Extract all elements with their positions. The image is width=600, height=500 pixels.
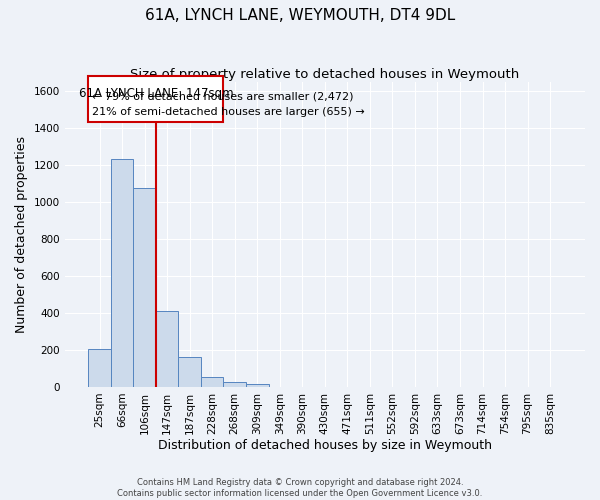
Title: Size of property relative to detached houses in Weymouth: Size of property relative to detached ho… [130,68,520,80]
Bar [133,188,156,387]
Text: ← 79% of detached houses are smaller (2,472): ← 79% of detached houses are smaller (2,… [92,92,353,102]
X-axis label: Distribution of detached houses by size in Weymouth: Distribution of detached houses by size … [158,440,492,452]
Bar [246,384,269,387]
Bar [111,160,133,387]
Y-axis label: Number of detached properties: Number of detached properties [15,136,28,333]
Bar [178,358,201,387]
Bar [156,311,178,387]
Bar [88,349,111,387]
Text: Contains HM Land Registry data © Crown copyright and database right 2024.
Contai: Contains HM Land Registry data © Crown c… [118,478,482,498]
FancyBboxPatch shape [88,76,223,122]
Text: 21% of semi-detached houses are larger (655) →: 21% of semi-detached houses are larger (… [92,107,364,117]
Text: 61A LYNCH LANE: 147sqm: 61A LYNCH LANE: 147sqm [79,87,233,100]
Bar [201,377,223,387]
Bar [223,382,246,387]
Text: 61A, LYNCH LANE, WEYMOUTH, DT4 9DL: 61A, LYNCH LANE, WEYMOUTH, DT4 9DL [145,8,455,22]
